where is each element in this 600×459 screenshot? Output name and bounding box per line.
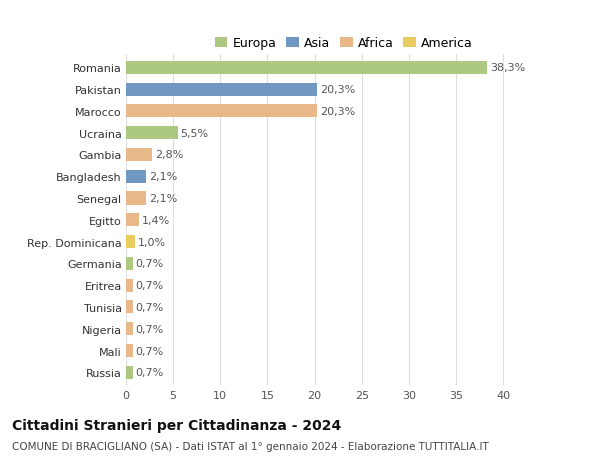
Bar bbox=[126, 84, 317, 96]
Text: 20,3%: 20,3% bbox=[320, 85, 355, 95]
Text: 2,1%: 2,1% bbox=[149, 172, 177, 182]
Bar bbox=[126, 192, 146, 205]
Bar bbox=[126, 170, 146, 183]
Bar bbox=[126, 279, 133, 292]
Text: 5,5%: 5,5% bbox=[181, 129, 209, 138]
Bar bbox=[126, 105, 317, 118]
Bar bbox=[126, 235, 136, 249]
Text: Cittadini Stranieri per Cittadinanza - 2024: Cittadini Stranieri per Cittadinanza - 2… bbox=[12, 418, 341, 431]
Text: 0,7%: 0,7% bbox=[136, 324, 164, 334]
Bar bbox=[126, 149, 152, 162]
Bar bbox=[126, 323, 133, 336]
Bar bbox=[126, 214, 139, 227]
Text: 0,7%: 0,7% bbox=[136, 368, 164, 377]
Text: 0,7%: 0,7% bbox=[136, 302, 164, 312]
Text: 1,0%: 1,0% bbox=[138, 237, 166, 247]
Text: 0,7%: 0,7% bbox=[136, 259, 164, 269]
Text: 1,4%: 1,4% bbox=[142, 215, 170, 225]
Text: 38,3%: 38,3% bbox=[490, 63, 525, 73]
Bar bbox=[126, 344, 133, 357]
Text: 0,7%: 0,7% bbox=[136, 280, 164, 291]
Text: 20,3%: 20,3% bbox=[320, 106, 355, 117]
Text: 2,1%: 2,1% bbox=[149, 194, 177, 204]
Bar bbox=[126, 62, 487, 75]
Text: COMUNE DI BRACIGLIANO (SA) - Dati ISTAT al 1° gennaio 2024 - Elaborazione TUTTIT: COMUNE DI BRACIGLIANO (SA) - Dati ISTAT … bbox=[12, 441, 489, 451]
Bar bbox=[126, 366, 133, 379]
Text: 2,8%: 2,8% bbox=[155, 150, 184, 160]
Legend: Europa, Asia, Africa, America: Europa, Asia, Africa, America bbox=[212, 35, 475, 53]
Bar bbox=[126, 257, 133, 270]
Bar bbox=[126, 301, 133, 314]
Bar bbox=[126, 127, 178, 140]
Text: 0,7%: 0,7% bbox=[136, 346, 164, 356]
